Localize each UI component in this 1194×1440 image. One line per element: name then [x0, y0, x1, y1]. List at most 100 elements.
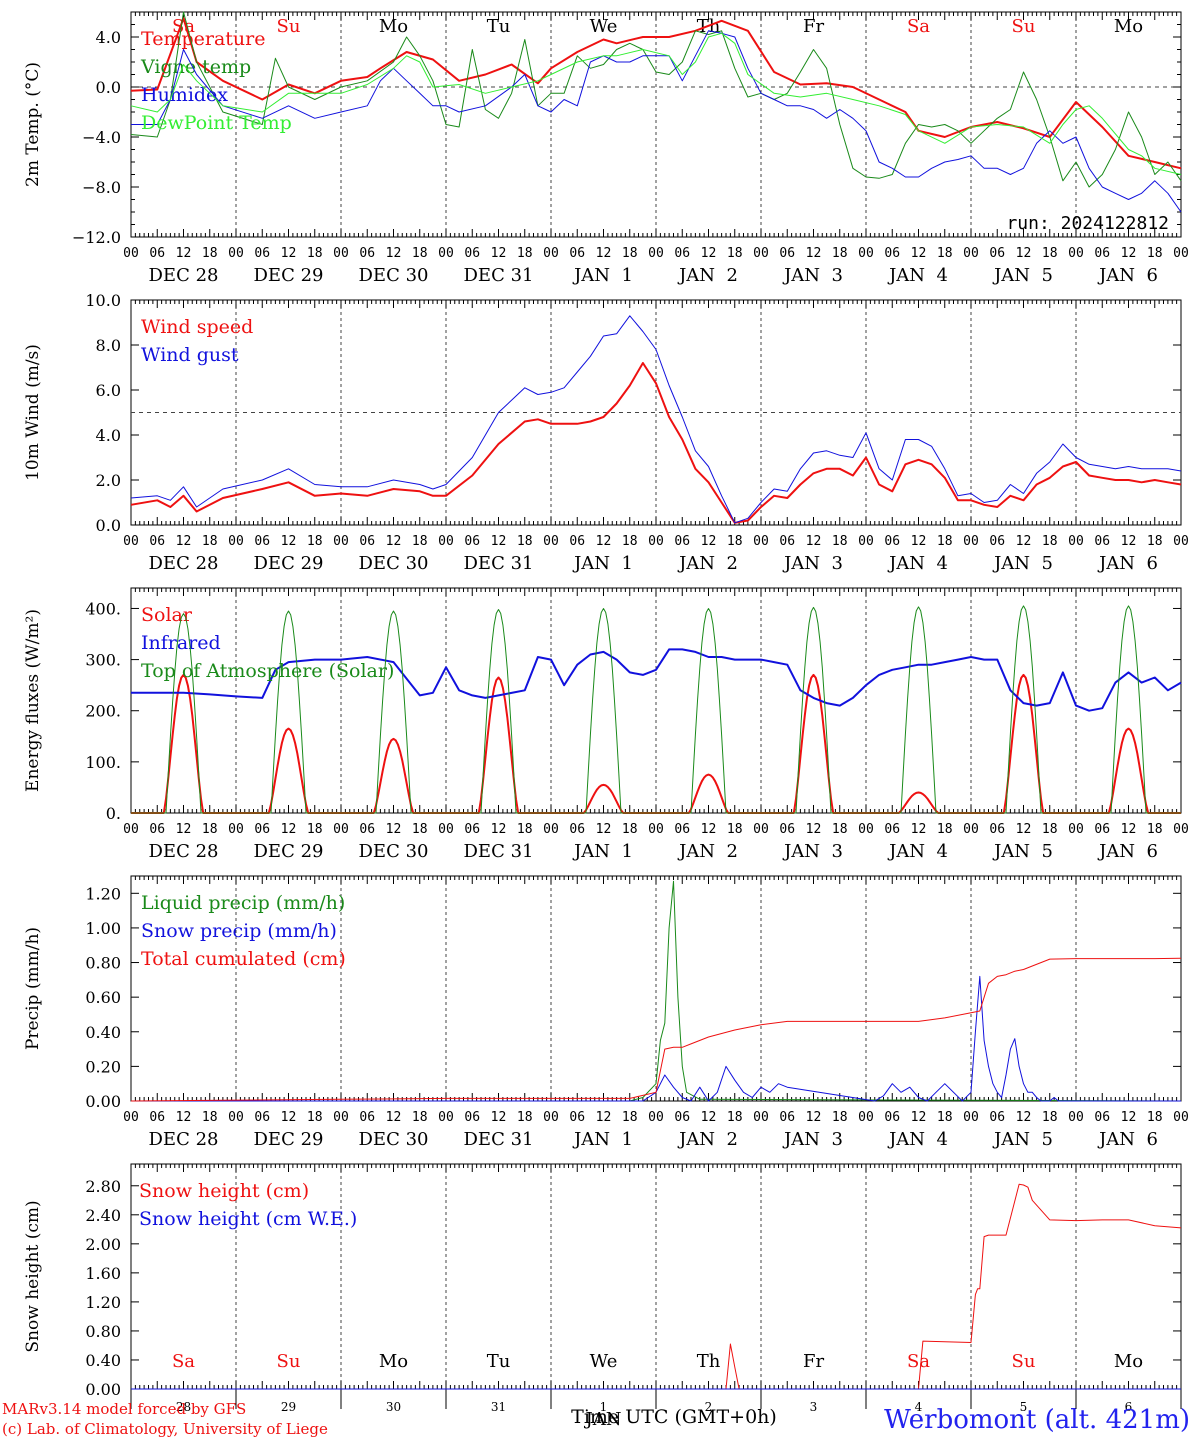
date-label: DEC 29 [254, 1129, 324, 1150]
y-tick-label: 4.0 [96, 426, 121, 445]
date-label: DEC 28 [149, 841, 219, 862]
date-label: DEC 28 [149, 553, 219, 574]
y-tick-label: −12.0 [72, 228, 121, 247]
y-tick-label: 100. [85, 753, 121, 772]
hour-tick-label: 12 [176, 534, 192, 549]
hour-tick-label: 12 [491, 1110, 507, 1125]
bottom-date-label: 3 [810, 1400, 818, 1414]
y-tick-label: 0.60 [85, 988, 121, 1007]
hour-tick-label: 18 [1042, 246, 1058, 261]
date-label: DEC 30 [359, 265, 429, 286]
legend-entry: Vigne temp [140, 56, 251, 78]
legend-entry: Liquid precip (mm/h) [141, 892, 345, 914]
hour-tick-label: 18 [937, 246, 953, 261]
plot-frame [130, 587, 1182, 814]
hour-tick-label: 00 [648, 534, 664, 549]
legend-entry: Solar [141, 604, 193, 626]
hour-tick-label: 00 [438, 246, 454, 261]
date-label: DEC 31 [464, 1129, 534, 1150]
weekday-label: Sa [907, 1351, 930, 1372]
hour-tick-label: 00 [858, 1110, 874, 1125]
date-label: DEC 29 [254, 265, 324, 286]
hour-tick-label: 06 [359, 822, 375, 837]
y-axis-label: Snow height (cm) [23, 1200, 43, 1352]
hour-tick-label: 00 [543, 822, 559, 837]
hour-tick-label: 06 [779, 534, 795, 549]
legend-entry: Temperature [141, 28, 265, 50]
series-line-2 [131, 648, 1182, 712]
hour-tick-label: 06 [569, 822, 585, 837]
hour-tick-label: 18 [307, 534, 323, 549]
date-label: DEC 30 [359, 1129, 429, 1150]
hour-tick-label: 06 [359, 246, 375, 261]
y-tick-label: 1.20 [85, 884, 121, 903]
y-tick-label: −8.0 [82, 178, 121, 197]
date-label: JAN 3 [782, 553, 843, 574]
hour-tick-label: 12 [1016, 822, 1032, 837]
hour-tick-label: 18 [412, 1110, 428, 1125]
hour-tick-label: 12 [806, 822, 822, 837]
hour-tick-label: 12 [176, 1110, 192, 1125]
hour-tick-label: 18 [1042, 822, 1058, 837]
hour-tick-label: 00 [648, 1110, 664, 1125]
date-label: DEC 31 [464, 841, 534, 862]
hour-tick-label: 06 [989, 822, 1005, 837]
hour-tick-label: 06 [569, 246, 585, 261]
bottom-date-label: 2 [705, 1400, 713, 1414]
hour-tick-label: 00 [1173, 822, 1189, 837]
date-label: JAN 1 [572, 553, 633, 574]
weekday-label: Sa [172, 1351, 195, 1372]
hour-tick-label: 12 [596, 534, 612, 549]
hour-tick-label: 18 [937, 822, 953, 837]
hour-tick-label: 12 [1121, 534, 1137, 549]
hour-tick-label: 06 [989, 1110, 1005, 1125]
hour-tick-label: 06 [464, 246, 480, 261]
chart-panel-2: 10.0 8.0 6.0 4.0 2.0 0.0 10m Wind (m/s) 00 06 12 1… [23, 291, 1189, 574]
y-tick-label: 0.40 [85, 1351, 121, 1370]
hour-tick-label: 00 [228, 534, 244, 549]
hour-tick-label: 00 [963, 1110, 979, 1125]
date-label: JAN 5 [992, 265, 1053, 286]
hour-tick-label: 12 [491, 246, 507, 261]
hour-tick-label: 00 [123, 822, 139, 837]
y-tick-label: 6.0 [96, 381, 121, 400]
hour-tick-label: 00 [858, 246, 874, 261]
y-tick-label: 2.40 [85, 1206, 121, 1225]
series-line-4 [130, 32, 1182, 175]
bottom-date-label: 30 [386, 1400, 401, 1414]
hour-tick-label: 06 [989, 246, 1005, 261]
y-tick-label: 4.0 [96, 28, 121, 47]
y-tick-label: 0.00 [85, 1380, 121, 1399]
hour-tick-label: 18 [727, 246, 743, 261]
date-label: DEC 28 [149, 265, 219, 286]
weekday-label: Tu [487, 16, 511, 37]
y-tick-label: 0.0 [96, 516, 121, 535]
legend-entry: Total cumulated (cm) [141, 948, 346, 970]
hour-tick-label: 00 [333, 246, 349, 261]
hour-tick-label: 06 [779, 1110, 795, 1125]
hour-tick-label: 18 [1147, 822, 1163, 837]
hour-tick-label: 00 [228, 822, 244, 837]
date-label: DEC 30 [359, 841, 429, 862]
hour-tick-label: 12 [491, 822, 507, 837]
date-label: JAN 2 [677, 841, 738, 862]
run-label: run: 2024122812 [1006, 213, 1169, 234]
weekday-label: Th [697, 1351, 721, 1372]
legend-entry: Top of Atmosphere (Solar) [141, 660, 394, 682]
hour-tick-label: 18 [517, 822, 533, 837]
chart-panel-1: 4.0 0.0 −4.0 −8.0 −12.0 2m Temp. (°C) 00 06 12 18… [23, 11, 1189, 286]
hour-tick-label: 00 [543, 1110, 559, 1125]
hour-tick-label: 06 [359, 1110, 375, 1125]
date-label: JAN 5 [992, 1129, 1053, 1150]
hour-tick-label: 06 [989, 534, 1005, 549]
hour-tick-label: 06 [674, 246, 690, 261]
y-tick-label: −4.0 [82, 128, 121, 147]
date-label: DEC 29 [254, 841, 324, 862]
hour-tick-label: 12 [806, 1110, 822, 1125]
date-label: DEC 28 [149, 1129, 219, 1150]
hour-tick-label: 12 [1121, 1110, 1137, 1125]
hour-tick-label: 00 [333, 822, 349, 837]
date-label: JAN 6 [1097, 841, 1158, 862]
meteogram-panels: 4.00.0−4.0−8.0−12.02m Temp. (°C)00 06 12 18… [23, 11, 1189, 1430]
y-tick-label: 200. [85, 702, 121, 721]
